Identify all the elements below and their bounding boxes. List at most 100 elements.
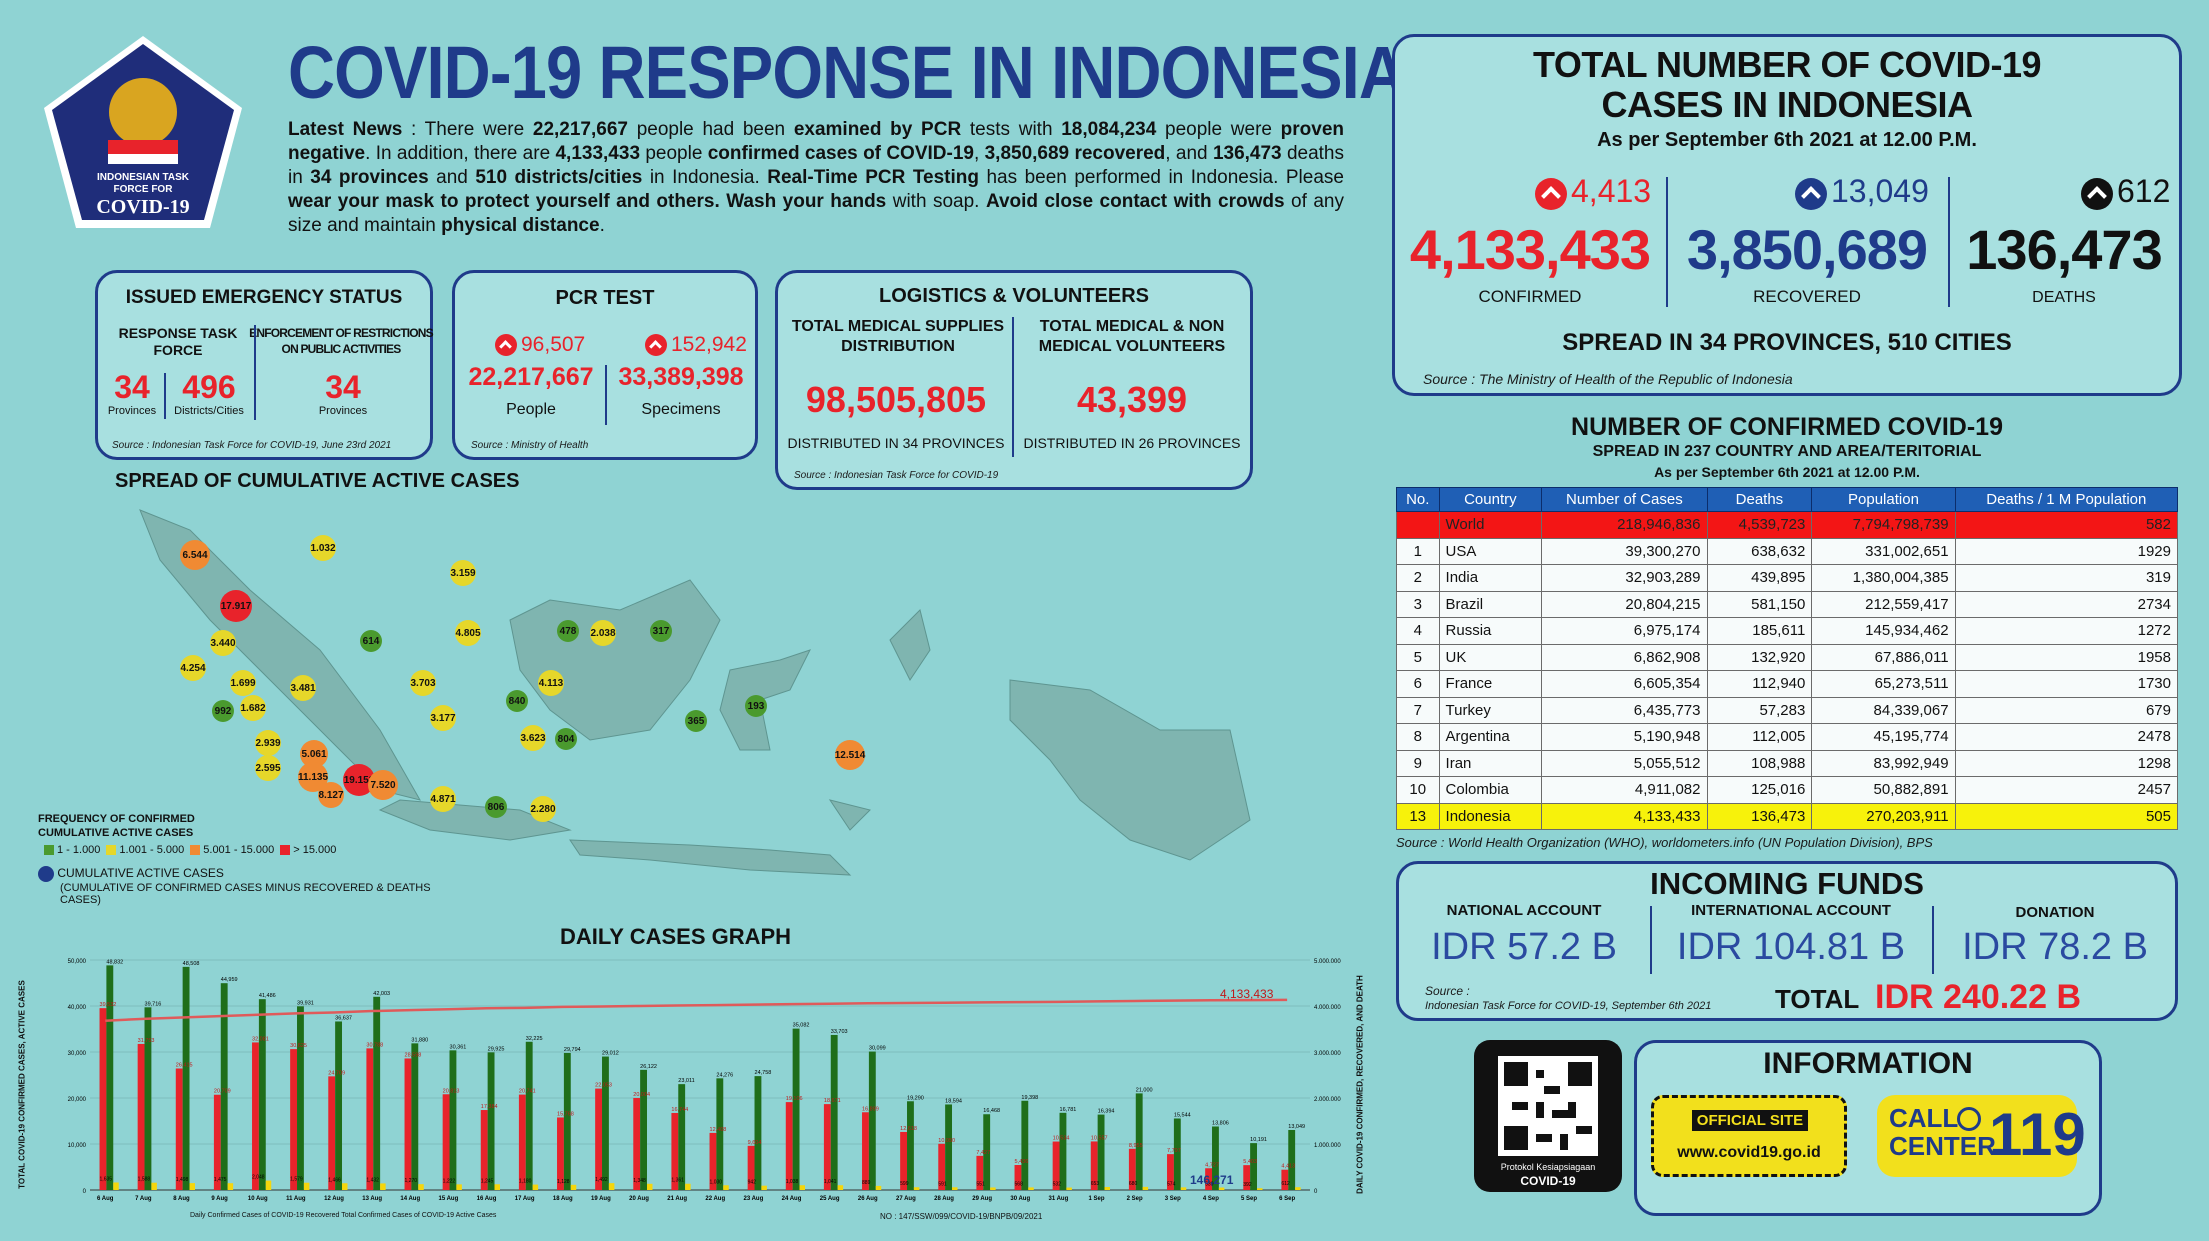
recovered-bar (602, 1056, 609, 1190)
table-cell: 4 (1396, 617, 1440, 645)
recovered-value-label: 42,003 (373, 991, 390, 997)
table-cell: USA (1438, 537, 1543, 565)
world-title: NUMBER OF CONFIRMED COVID-19 (1571, 413, 2003, 441)
x-tick-label: 23 Aug (743, 1196, 763, 1202)
deaths-bar (418, 1184, 424, 1190)
deaths-bar (532, 1184, 539, 1190)
legend-item: 1 - 1.000 (57, 844, 101, 856)
logo-line3: COVID-19 (96, 196, 190, 218)
y-tick-label: 0 (83, 1189, 87, 1195)
y2-tick-label: 4.000.000 (1314, 1005, 1341, 1011)
confirmed-value-label: 10,557 (1091, 1135, 1108, 1141)
call-center-button[interactable]: CALL CENTER 119 (1877, 1095, 2086, 1177)
x-tick-label: 4 Sep (1203, 1196, 1219, 1202)
y-tick-label: 50,000 (68, 959, 87, 965)
confirmed-value-label: 32,081 (252, 1036, 269, 1042)
restriction-provinces-label: Provinces (318, 405, 368, 417)
table-cell: 212,559,417 (1811, 590, 1956, 618)
deaths-bar (1295, 1187, 1301, 1190)
recovered-bar (945, 1104, 953, 1190)
pcr-title: PCR TEST (555, 287, 655, 309)
restrictions-label: ENFORCEMENT OF RESTRICTIONS ON PUBLIC AC… (249, 326, 434, 356)
map-point: 7.520 (368, 770, 398, 800)
map-point: 2.280 (530, 796, 556, 822)
table-row: 10 Colombia 4,911,082 125,016 50,882,891 2457 (1396, 776, 2179, 804)
table-cell: 1730 (1954, 670, 2179, 698)
confirmed-value-label: 20,813 (443, 1088, 460, 1094)
deaths-bar (113, 1182, 119, 1190)
logistics-source: Source : Indonesian Task Force for COVID… (794, 470, 999, 481)
table-cell: Turkey (1438, 696, 1543, 724)
confirmed-bar (252, 1042, 259, 1190)
table-cell: 9 (1396, 749, 1440, 777)
confirmed-value-label: 22,053 (595, 1083, 612, 1089)
recovered-bar (678, 1084, 686, 1190)
deaths-value-label: 612 (1281, 1181, 1290, 1187)
table-cell: 2457 (1954, 776, 2179, 804)
deaths-value-label: 1,432 (366, 1177, 379, 1183)
table-row: 13 Indonesia 4,133,433 136,473 270,203,911 50… (1396, 802, 2179, 830)
totals-title1: TOTAL NUMBER OF COVID-19 (1532, 44, 2042, 85)
table-cell: 6 (1396, 670, 1440, 698)
confirmed-value-label: 12,618 (900, 1126, 917, 1132)
qr-card[interactable]: Protokol Kesiapsiagaan COVID-19 (1474, 1040, 1622, 1192)
deaths-value-label: 392 (1243, 1182, 1252, 1188)
legend-swatch (190, 845, 201, 856)
deaths-value-label: 539 (1205, 1182, 1214, 1188)
cum-active-note: (CUMULATIVE OF CONFIRMED CASES MINUS REC… (60, 882, 431, 906)
deaths-bar (494, 1184, 500, 1190)
end-label-active: 146,271 (1190, 1173, 1234, 1187)
table-cell (1396, 511, 1440, 539)
x-tick-label: 13 Aug (362, 1196, 382, 1202)
map-point: 614 (360, 630, 382, 652)
map-legend: FREQUENCY OF CONFIRMED CUMULATIVE ACTIVE… (38, 812, 458, 906)
table-row: 4 Russia 6,975,174 185,611 145,934,462 1272 (1396, 617, 2179, 645)
legend-item: 5.001 - 15.000 (203, 844, 275, 856)
official-site-url[interactable]: www.covid19.go.id (1677, 1144, 1821, 1161)
table-row: 7 Turkey 6,435,773 57,283 84,339,067 679 (1396, 696, 2179, 724)
deaths-increase: 612 (2081, 173, 2170, 210)
deaths-value-label: 574 (1167, 1181, 1176, 1187)
official-site-button[interactable]: OFFICIAL SITE www.covid19.go.id (1651, 1095, 1847, 1177)
x-tick-label: 21 Aug (667, 1196, 687, 1202)
daily-cases-chart: 50,000 5.000.000 40,000 4.000.000 30,000 3.00… (20, 950, 1370, 1240)
daily-cases-svg: 50,000 5.000.000 40,000 4.000.000 30,000 3.00… (68, 959, 1342, 1202)
confirmed-bar (1052, 1141, 1060, 1190)
arrow-up-icon (1535, 177, 1567, 210)
recovered-bar (182, 966, 190, 1190)
y-tick-label: 40,000 (68, 1005, 87, 1011)
confirmed-value-label: 30,625 (290, 1043, 307, 1049)
map-point: 193 (745, 695, 767, 717)
recovered-bar (754, 1076, 762, 1190)
confirmed-label: CONFIRMED (1478, 287, 1582, 306)
table-cell: 65,273,511 (1811, 670, 1956, 698)
x-tick-label: 6 Sep (1279, 1196, 1295, 1202)
confirmed-bar (99, 1008, 107, 1190)
deaths-value-label: 1,038 (786, 1179, 799, 1185)
table-cell: 1,380,004,385 (1811, 564, 1956, 592)
deaths-value-label: 1,466 (328, 1177, 341, 1183)
confirmed-bar (1128, 1148, 1136, 1190)
confirmed-value-label: 10,534 (1053, 1136, 1070, 1142)
call-number: 119 (1989, 1101, 2086, 1168)
deaths-bar (723, 1185, 729, 1190)
provinces-label: Provinces (107, 405, 157, 417)
recovered-value-label: 26,122 (640, 1064, 657, 1070)
table-cell: 1 (1396, 537, 1440, 565)
map-point: 17.917 (220, 590, 252, 622)
confirmed-value-label: 24,709 (328, 1070, 345, 1076)
table-cell: 505 (1954, 802, 2179, 830)
table-row: 3 Brazil 20,804,215 581,150 212,559,417 2734 (1396, 590, 2179, 618)
table-cell: 8 (1396, 723, 1440, 751)
x-tick-label: 22 Aug (705, 1196, 725, 1202)
deaths-value-label: 1,245 (481, 1178, 494, 1184)
table-row: 1 USA 39,300,270 638,632 331,002,651 1929 (1396, 537, 2179, 565)
table-header-cell: Deaths (1706, 487, 1813, 512)
map-point: 992 (212, 700, 234, 722)
donation-label: DONATION (2015, 904, 2095, 921)
deaths-bar (189, 1183, 195, 1190)
pcr-people-total: 22,217,667 (468, 363, 594, 391)
recovered-bar (1250, 1143, 1258, 1190)
deaths-bar (990, 1187, 996, 1190)
map-point: 12.514 (835, 740, 865, 770)
